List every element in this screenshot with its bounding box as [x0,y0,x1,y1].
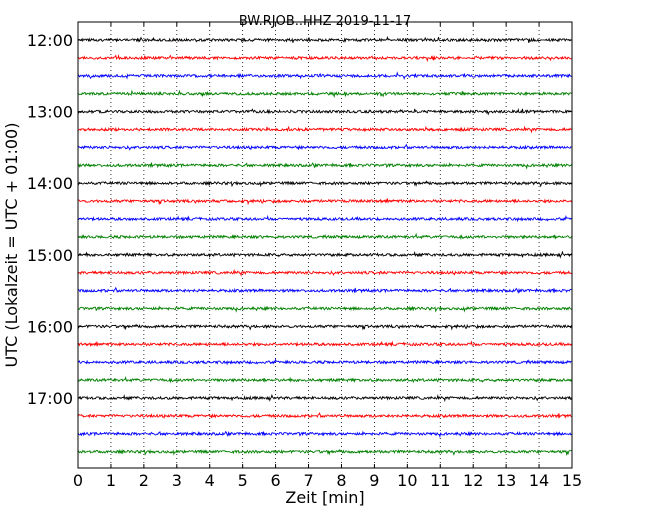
x-tick-label-5: 5 [238,471,248,490]
trace-1745 [77,448,572,456]
y-tick-label-1: 13:00 [27,103,73,122]
grid-lines [110,22,540,468]
x-tick-label-0: 0 [73,471,83,490]
x-tick-label-14: 14 [529,471,549,490]
x-tick-label-8: 8 [336,471,346,490]
y-tick-label-2: 14:00 [27,174,73,193]
trace-1345 [77,162,572,170]
y-axis-label: UTC (Lokalzeit = UTC + 01:00) [2,123,21,368]
trace-1200 [77,35,572,43]
trace-1315 [77,125,572,134]
x-tick-label-12: 12 [463,471,483,490]
trace-1230 [77,71,572,80]
y-tick-label-0: 12:00 [27,31,73,50]
trace-1215 [77,54,572,63]
axis-ticks: 0 1 2 3 4 5 6 7 8 9 10 11 12 13 14 1512:0013:0014:0015:… [27,22,582,490]
trace-1700 [77,393,572,403]
x-tick-label-13: 13 [496,471,516,490]
y-tick-label-5: 17:00 [27,389,73,408]
x-tick-label-10: 10 [397,471,417,490]
trace-1645 [77,376,572,384]
trace-1715 [77,412,572,419]
trace-1300 [77,108,572,116]
x-tick-label-6: 6 [271,471,281,490]
plot-frame [77,21,573,469]
trace-1430 [77,214,572,223]
x-tick-label-2: 2 [139,471,149,490]
x-tick-label-3: 3 [172,471,182,490]
trace-1415 [77,198,572,206]
seismogram-traces [77,35,572,456]
x-axis-label: Zeit [min] [285,488,364,507]
trace-1515 [77,268,572,277]
trace-1600 [77,323,572,331]
trace-1530 [77,286,572,294]
x-tick-label-1: 1 [106,471,116,490]
trace-1500 [77,250,572,259]
x-tick-label-15: 15 [562,471,582,490]
x-tick-label-9: 9 [369,471,379,490]
trace-1245 [77,89,572,98]
x-tick-label-4: 4 [205,471,215,490]
trace-1445 [77,232,572,241]
trace-1545 [77,305,572,313]
trace-1630 [77,358,572,366]
trace-1730 [77,430,572,439]
trace-1400 [77,180,572,188]
y-tick-label-3: 15:00 [27,246,73,265]
x-tick-label-7: 7 [303,471,313,490]
trace-1615 [77,340,572,348]
y-tick-label-4: 16:00 [27,317,73,336]
x-tick-label-11: 11 [430,471,450,490]
trace-1330 [77,143,572,151]
